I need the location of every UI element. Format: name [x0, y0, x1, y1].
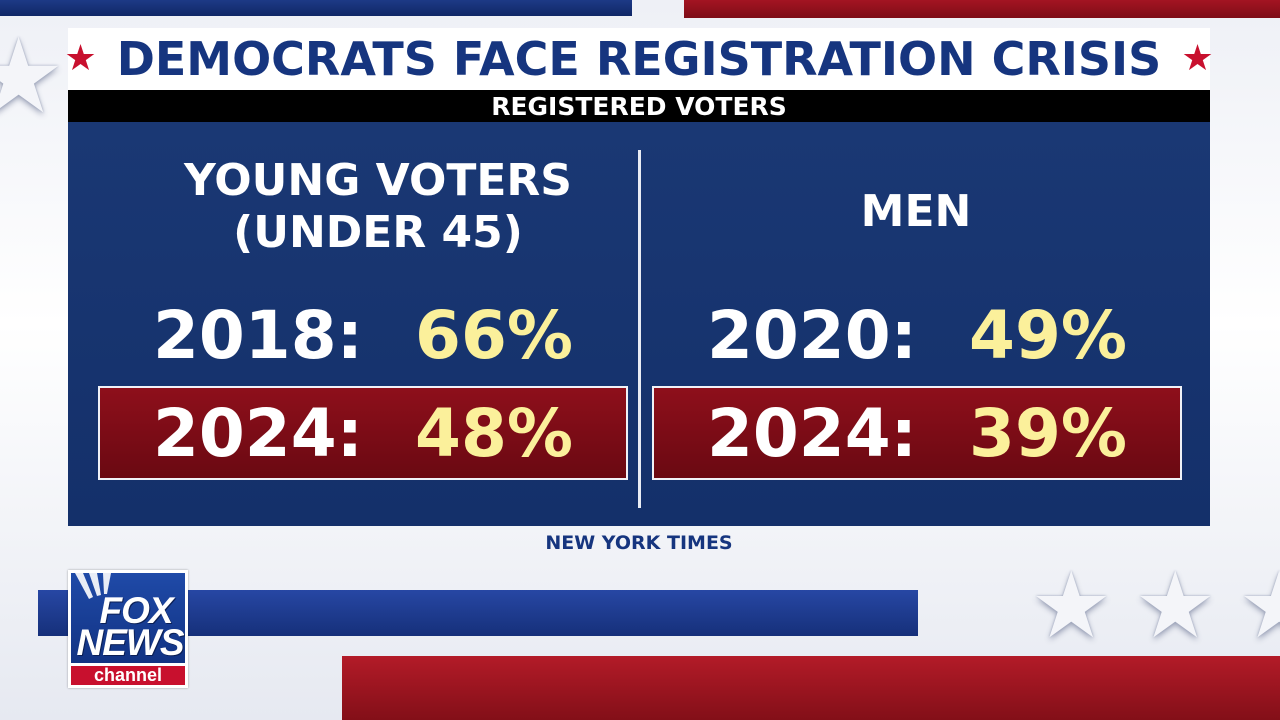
headline-title: DEMOCRATS FACE REGISTRATION CRISIS — [116, 32, 1162, 86]
young-voters-heading: YOUNG VOTERS (UNDER 45) — [98, 155, 658, 259]
row-value: 66% — [415, 296, 574, 374]
logo-blue-field: FOX NEWS — [71, 573, 185, 663]
background-bottom-red-bar — [342, 656, 1280, 720]
row-value: 48% — [415, 394, 574, 472]
subheader-bar: REGISTERED VOTERS — [68, 90, 1210, 122]
logo-channel-text: channel — [71, 666, 185, 685]
background-top-blue-bar — [0, 0, 632, 16]
background-star-icon: ★ — [1134, 552, 1217, 659]
men-row-2024: 2024: 39% — [652, 386, 1182, 480]
background-star-icon: ★ — [1238, 552, 1280, 659]
young-voters-row-2018: 2018: 66% — [98, 292, 628, 378]
headline-bar: ★ DEMOCRATS FACE REGISTRATION CRISIS ★ — [64, 28, 1214, 90]
heading-line: (UNDER 45) — [233, 207, 523, 258]
heading-line: YOUNG VOTERS — [183, 155, 572, 206]
row-year: 2024: — [152, 394, 364, 472]
logo-news-text: NEWS — [76, 622, 185, 663]
row-year: 2024: — [706, 394, 918, 472]
young-voters-row-2024: 2024: 48% — [98, 386, 628, 480]
background-star-icon: ★ — [0, 15, 66, 137]
fox-news-logo: FOX NEWS channel — [68, 570, 188, 688]
row-year: 2018: — [152, 296, 364, 374]
red-star-icon: ★ — [64, 38, 97, 79]
logo-fox-text: FOX — [99, 590, 173, 631]
source-credit: NEW YORK TIMES — [545, 532, 733, 554]
column-divider — [638, 150, 641, 508]
row-value: 49% — [969, 296, 1128, 374]
men-heading: MEN — [860, 186, 972, 237]
background-top-red-bar — [684, 0, 1280, 18]
men-row-2020: 2020: 49% — [652, 292, 1182, 378]
row-value: 39% — [969, 394, 1128, 472]
logo-rays-icon — [75, 573, 111, 599]
red-star-icon: ★ — [1181, 38, 1214, 79]
row-year: 2020: — [706, 296, 918, 374]
subheader-label: REGISTERED VOTERS — [491, 91, 787, 121]
background-star-icon: ★ — [1030, 552, 1113, 659]
